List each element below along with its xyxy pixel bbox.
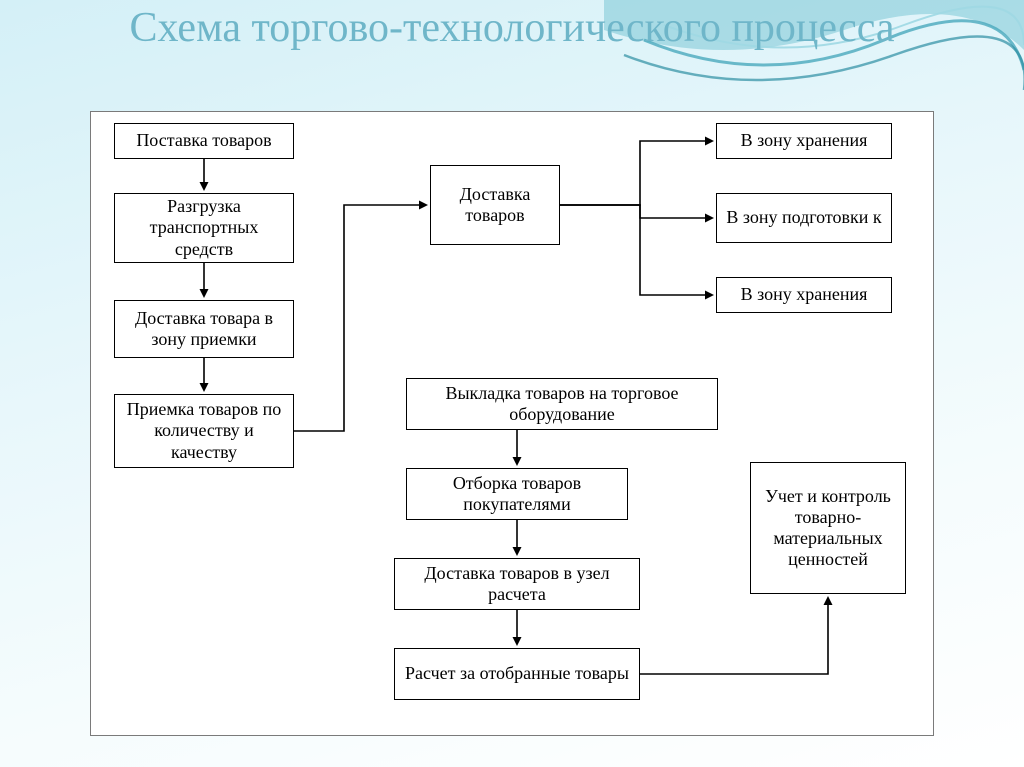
node-label: Поставка товаров <box>136 130 271 151</box>
node-label: Доставка товаров <box>437 184 553 226</box>
node-selection: Отборка товаров покупателями <box>406 468 628 520</box>
node-label: В зону хранения <box>741 284 868 305</box>
node-acceptance: Приемка товаров по количеству и качеству <box>114 394 294 468</box>
node-payment: Расчет за отобранные товары <box>394 648 640 700</box>
node-delivery: Доставка товаров <box>430 165 560 245</box>
node-label: Разгрузка транспортных средств <box>121 196 287 260</box>
node-label: В зону подготовки к <box>726 207 881 228</box>
slide-title: Схема торгово-технологического процесса <box>0 6 1024 50</box>
node-supply: Поставка товаров <box>114 123 294 159</box>
node-label: Расчет за отобранные товары <box>405 663 629 684</box>
node-label: Выкладка товаров на торговое оборудовани… <box>413 383 711 425</box>
node-zone-prep: В зону подготовки к <box>716 193 892 243</box>
node-label: Учет и контроль товарно-материальных цен… <box>757 486 899 571</box>
node-label: Отборка товаров покупателями <box>413 473 621 515</box>
node-label: Приемка товаров по количеству и качеству <box>121 399 287 463</box>
node-display: Выкладка товаров на торговое оборудовани… <box>406 378 718 430</box>
node-to-checkout: Доставка товаров в узел расчета <box>394 558 640 610</box>
node-zone-storage1: В зону хранения <box>716 123 892 159</box>
node-label: Доставка товаров в узел расчета <box>401 563 633 605</box>
node-label: В зону хранения <box>741 130 868 151</box>
node-unloading: Разгрузка транспортных средств <box>114 193 294 263</box>
node-zone-storage2: В зону хранения <box>716 277 892 313</box>
node-accounting: Учет и контроль товарно-материальных цен… <box>750 462 906 594</box>
node-label: Доставка товара в зону приемки <box>121 308 287 350</box>
node-to-reception: Доставка товара в зону приемки <box>114 300 294 358</box>
